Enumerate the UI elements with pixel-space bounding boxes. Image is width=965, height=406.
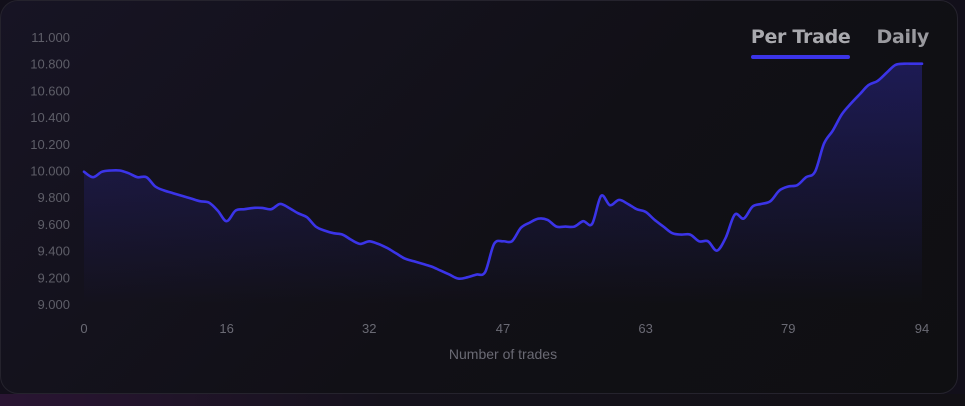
y-tick-label: 10.000 — [30, 164, 70, 179]
equity-area — [84, 63, 922, 304]
x-tick-label: 0 — [80, 321, 87, 336]
x-tick-label: 32 — [362, 321, 376, 336]
y-tick-label: 11.000 — [31, 30, 70, 45]
equity-line — [82, 62, 924, 281]
page-background-strip — [0, 394, 965, 406]
x-axis-label: Number of trades — [449, 346, 557, 362]
view-tabs: Per Trade Daily — [750, 26, 929, 59]
tab-daily[interactable]: Daily — [876, 26, 929, 48]
x-tick-label: 94 — [915, 321, 929, 336]
x-tick-label: 16 — [219, 321, 233, 336]
y-tick-label: 9.600 — [37, 217, 70, 232]
y-tick-label: 9.800 — [37, 190, 70, 205]
y-axis-ticks: 9.000 9.200 9.400 9.600 9.800 10.000 10.200 10.… — [30, 30, 70, 312]
y-tick-label: 10.600 — [30, 83, 70, 98]
tab-per-trade[interactable]: Per Trade — [750, 26, 851, 59]
x-axis-ticks: 0 16 32 47 63 79 94 — [80, 321, 929, 336]
y-tick-label: 10.400 — [30, 110, 70, 125]
y-tick-label: 9.000 — [37, 297, 70, 312]
y-tick-label: 9.400 — [37, 244, 70, 259]
x-tick-label: 47 — [496, 321, 510, 336]
y-tick-label: 9.200 — [37, 270, 70, 285]
y-tick-label: 10.200 — [30, 137, 70, 152]
x-tick-label: 79 — [781, 321, 795, 336]
y-tick-label: 10.800 — [30, 57, 70, 72]
x-tick-label: 63 — [638, 321, 652, 336]
